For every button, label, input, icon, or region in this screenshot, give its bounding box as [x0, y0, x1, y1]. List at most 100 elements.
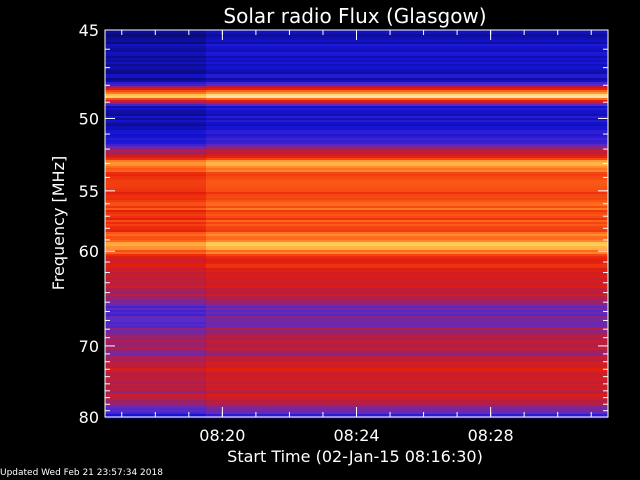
spectrogram-row — [205, 396, 608, 399]
spectrogram-row — [205, 184, 608, 187]
spectrogram-row — [105, 312, 206, 315]
spectrogram-row — [205, 144, 608, 147]
spectrogram-row — [205, 198, 608, 201]
spectrogram-row — [205, 152, 608, 155]
spectrogram-row — [105, 94, 206, 97]
spectrogram-row — [105, 122, 206, 125]
spectrogram-row — [205, 174, 608, 177]
spectrogram-row — [205, 266, 608, 269]
spectrogram-row — [205, 256, 608, 259]
spectrogram-row — [105, 240, 206, 243]
spectrogram-row — [205, 238, 608, 241]
spectrogram-row — [205, 284, 608, 287]
spectrogram-row — [105, 366, 206, 369]
spectrogram-row — [105, 44, 206, 47]
spectrogram-row — [105, 176, 206, 179]
spectrogram-row — [205, 222, 608, 225]
spectrogram-row — [105, 324, 206, 327]
x-tick-label: 08:20 — [199, 426, 245, 445]
spectrogram-row — [105, 110, 206, 113]
spectrogram-row — [105, 72, 206, 75]
spectrogram-row — [105, 60, 206, 63]
spectrogram-row — [205, 236, 608, 239]
spectrogram-row — [205, 258, 608, 261]
spectrogram-row — [205, 400, 608, 403]
spectrogram-row — [105, 182, 206, 185]
spectrogram-row — [105, 298, 206, 301]
spectrogram-row — [105, 410, 206, 413]
spectrogram-row — [105, 78, 206, 81]
spectrogram-row — [205, 412, 608, 415]
spectrogram-row — [105, 364, 206, 367]
spectrogram-row — [205, 364, 608, 367]
spectrogram-plot — [105, 30, 608, 419]
spectrogram-row — [105, 394, 206, 397]
spectrogram-row — [205, 414, 608, 417]
spectrogram-row — [105, 326, 206, 329]
spectrogram-row — [205, 130, 608, 133]
spectrogram-row — [205, 86, 608, 89]
spectrogram-row — [205, 42, 608, 45]
spectrogram-row — [105, 180, 206, 183]
spectrogram-row — [205, 254, 608, 257]
spectrogram-row — [105, 268, 206, 271]
spectrogram-row — [205, 54, 608, 57]
spectrogram-row — [205, 120, 608, 123]
spectrogram-row — [105, 98, 206, 101]
spectrogram-row — [205, 340, 608, 343]
spectrogram-row — [105, 328, 206, 331]
spectrogram-row — [205, 332, 608, 335]
spectrogram-row — [205, 98, 608, 101]
spectrogram-row — [205, 84, 608, 87]
spectrogram-row — [105, 224, 206, 227]
spectrogram-row — [105, 264, 206, 267]
spectrogram-row — [105, 274, 206, 277]
spectrogram-row — [205, 234, 608, 237]
spectrogram-row — [205, 108, 608, 111]
y-tick-label: 55 — [79, 182, 99, 201]
spectrogram-row — [205, 90, 608, 93]
spectrogram-row — [205, 132, 608, 135]
spectrogram-row — [105, 322, 206, 325]
spectrogram-row — [205, 312, 608, 315]
spectrogram-row — [105, 86, 206, 89]
spectrogram-row — [205, 172, 608, 175]
spectrogram-row — [205, 382, 608, 385]
spectrogram-row — [205, 408, 608, 411]
y-axis: 45 50 55 60 70 80 — [79, 21, 608, 427]
spectrogram-row — [205, 274, 608, 277]
spectrogram-row — [205, 352, 608, 355]
spectrogram-row — [105, 54, 206, 57]
spectrogram-row — [205, 292, 608, 295]
spectrogram-row — [105, 306, 206, 309]
spectrogram-row — [205, 354, 608, 357]
spectrogram-row — [105, 244, 206, 247]
spectrogram-row — [105, 48, 206, 51]
spectrogram-row — [105, 320, 206, 323]
spectrogram-row — [105, 408, 206, 411]
spectrogram-row — [205, 406, 608, 409]
spectrogram-row — [205, 242, 608, 245]
spectrogram-row — [105, 124, 206, 127]
spectrogram-row — [205, 88, 608, 91]
spectrogram-row — [105, 226, 206, 229]
spectrogram-row — [105, 186, 206, 189]
spectrogram-row — [205, 70, 608, 73]
spectrogram-row — [105, 222, 206, 225]
spectrogram-row — [105, 286, 206, 289]
spectrogram-row — [205, 244, 608, 247]
spectrogram-row — [105, 280, 206, 283]
spectrogram-row — [105, 172, 206, 175]
spectrogram-row — [205, 294, 608, 297]
spectrogram-row — [105, 132, 206, 135]
spectrogram-row — [205, 62, 608, 65]
spectrogram-row — [105, 398, 206, 401]
spectrogram-row — [205, 96, 608, 99]
spectrogram-row — [205, 182, 608, 185]
spectrogram-row — [105, 382, 206, 385]
x-axis-label: Start Time (02-Jan-15 08:16:30) — [227, 447, 483, 466]
spectrogram-row — [205, 210, 608, 213]
spectrogram-row — [105, 136, 206, 139]
spectrogram-row — [205, 52, 608, 55]
